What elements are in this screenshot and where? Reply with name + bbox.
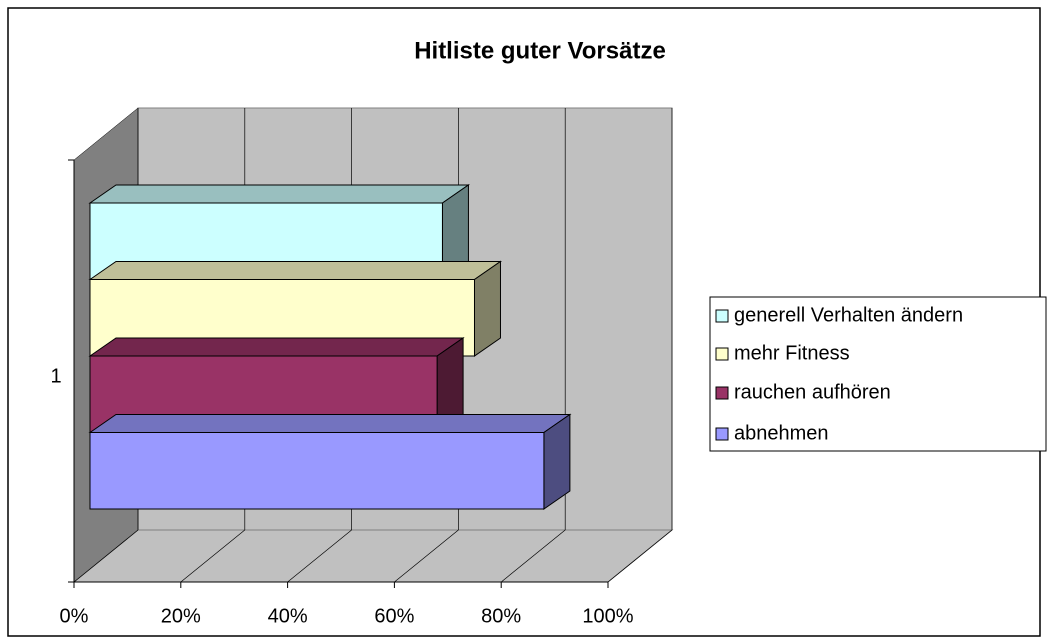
legend-swatch [715, 427, 729, 441]
bar-top [88, 261, 503, 280]
floor-grid-line [607, 529, 673, 583]
bar [89, 432, 545, 510]
y-tick-label: 1 [50, 365, 61, 387]
bar-top [88, 337, 465, 357]
legend-label: rauchen aufhören [734, 381, 891, 403]
x-tick-label: 20% [161, 605, 201, 627]
x-tick-label: 0% [60, 605, 89, 627]
x-tick-label: 40% [268, 605, 308, 627]
legend-swatch [715, 309, 729, 323]
legend-swatch [715, 386, 729, 400]
floor-grid-line [73, 529, 139, 583]
floor-grid-line [394, 529, 459, 583]
x-tick-label: 80% [481, 605, 521, 627]
legend-box [709, 296, 1047, 452]
floor-grid-line [180, 529, 246, 583]
floor-grid-line [287, 529, 352, 583]
legend-label: mehr Fitness [734, 342, 850, 364]
bar-top [88, 414, 572, 433]
legend-label: abnehmen [734, 422, 829, 444]
bar-top [88, 184, 471, 204]
legend-label: generell Verhalten ändern [734, 304, 963, 326]
floor-grid-line [500, 529, 566, 583]
x-tick-label: 100% [582, 605, 633, 627]
x-tick-label: 60% [374, 605, 414, 627]
floor [72, 529, 674, 583]
chart-title: Hitliste guter Vorsätze [414, 37, 666, 64]
legend-swatch [715, 347, 729, 361]
